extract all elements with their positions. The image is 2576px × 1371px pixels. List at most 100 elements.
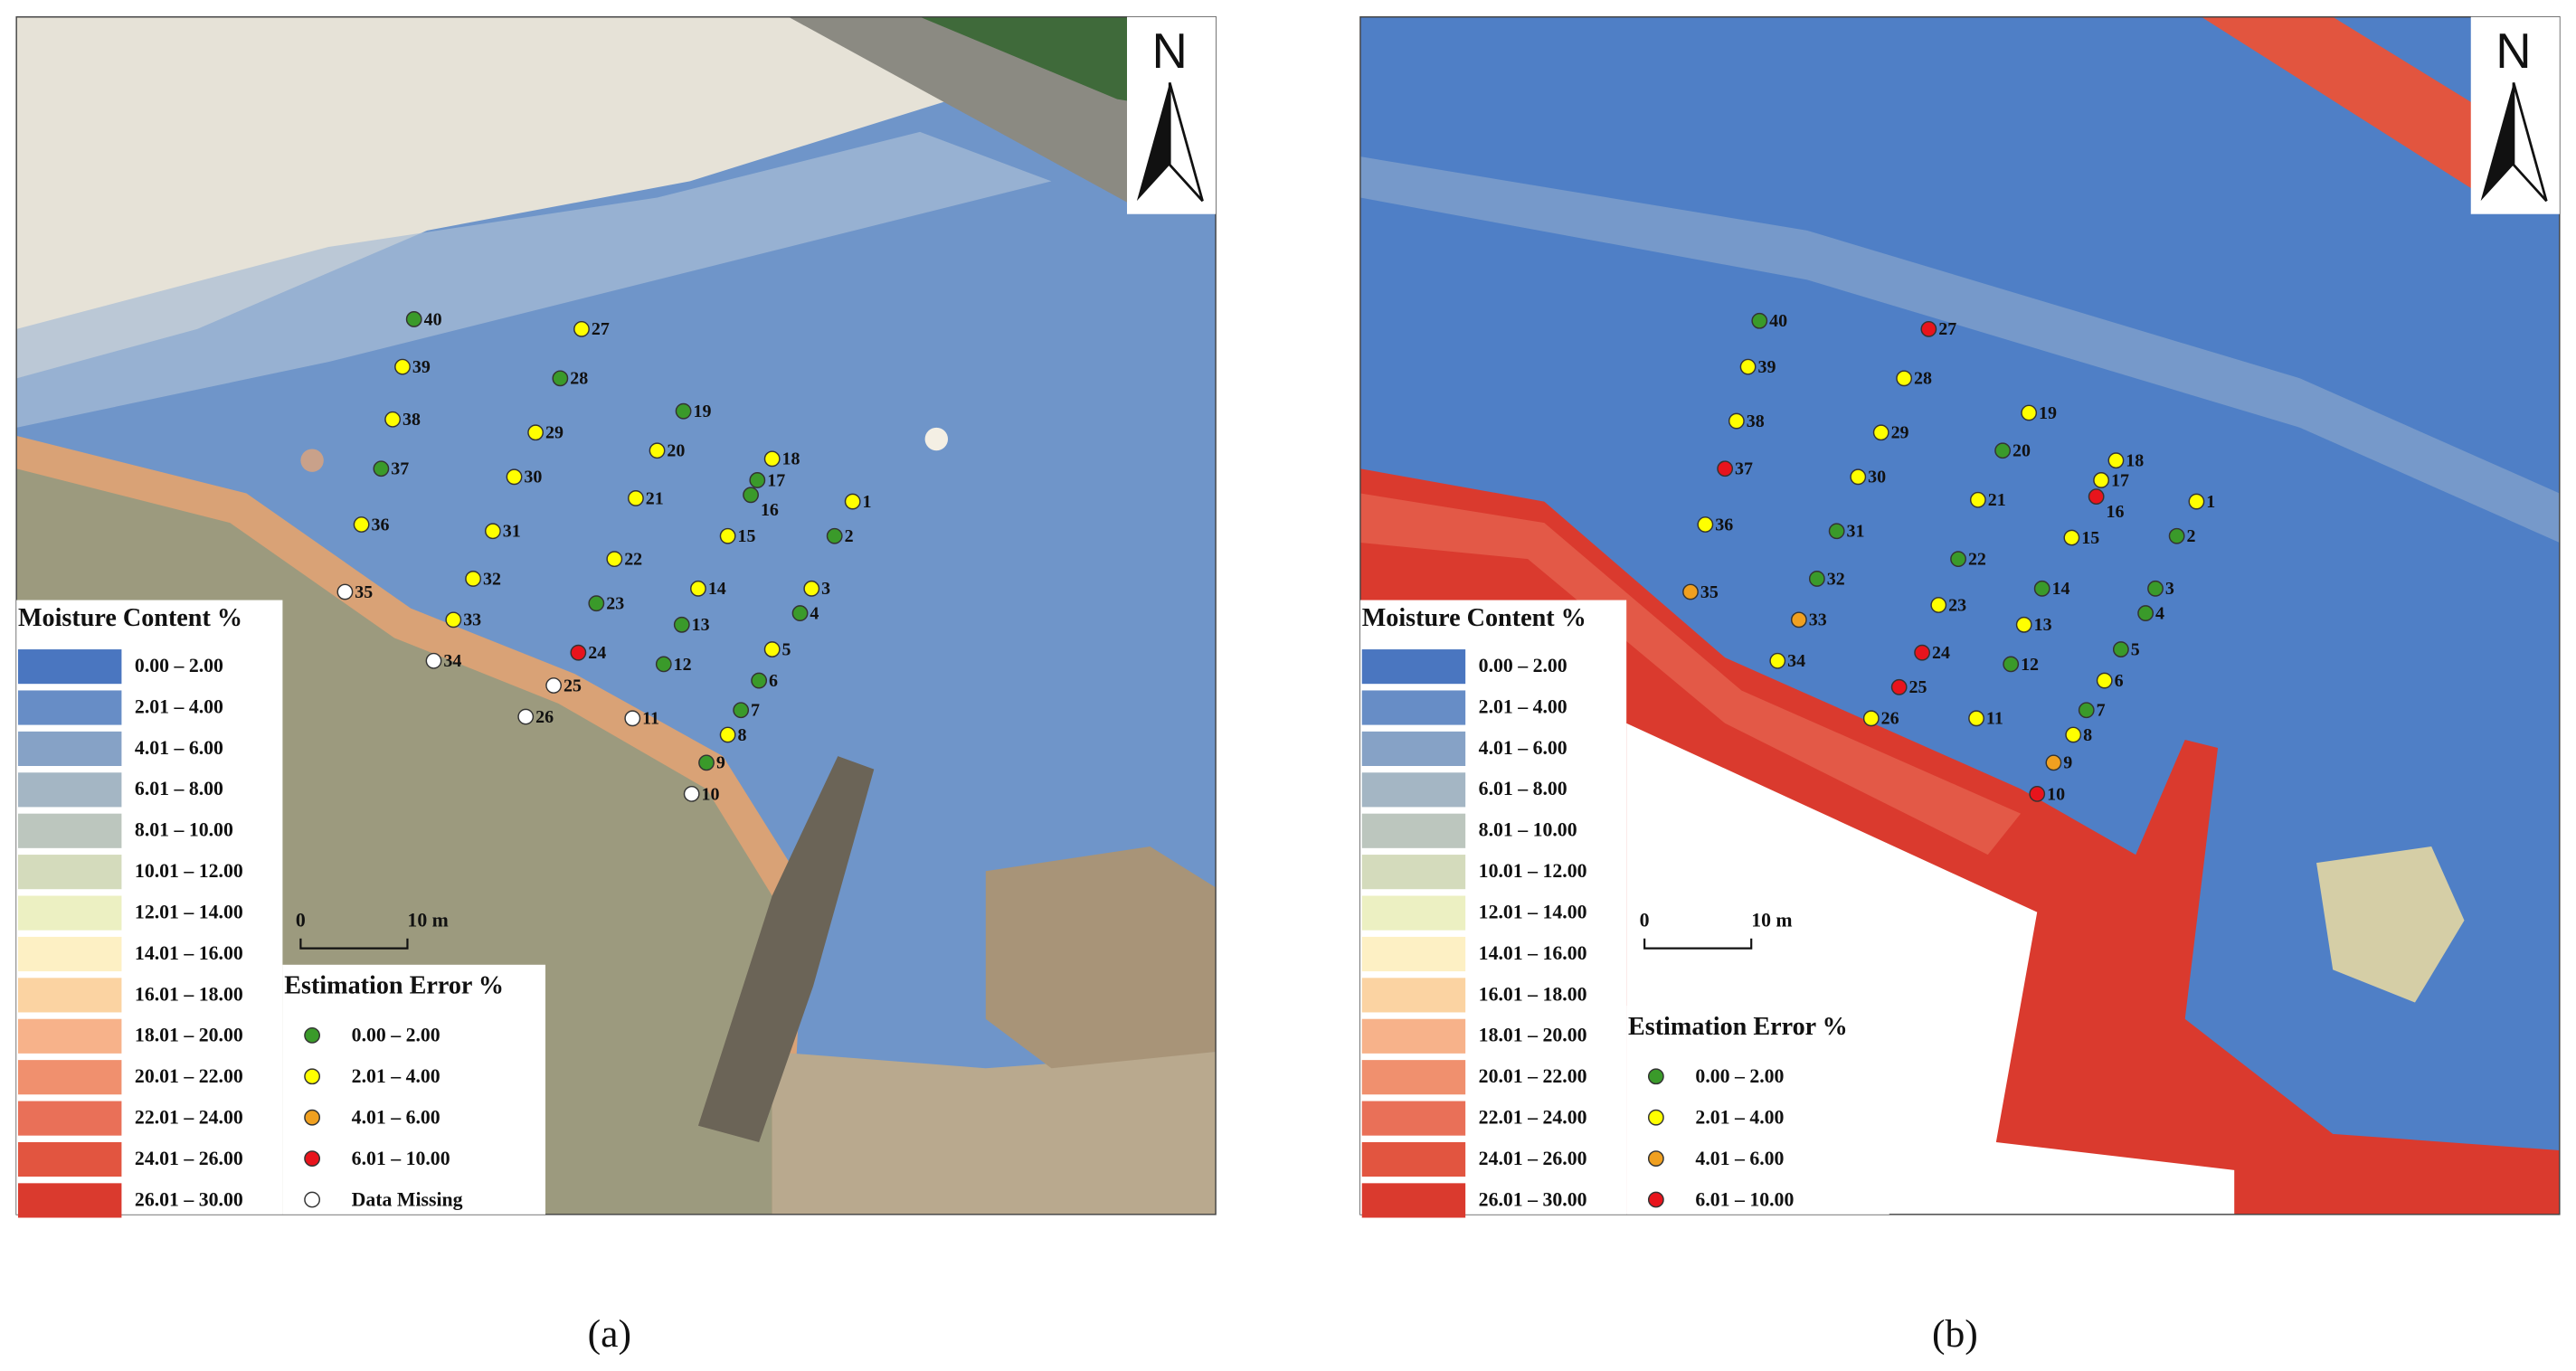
error-legend [1626,1006,1889,1215]
error-class-label: Data Missing [352,1188,463,1210]
sample-label: 24 [588,643,606,663]
sample-point [673,616,690,633]
sample-label: 14 [2052,579,2070,599]
sample-label: 16 [2107,502,2125,522]
sample-label: 6 [2115,671,2124,691]
sample-point [803,580,820,597]
sample-point [2096,672,2113,689]
sample-label: 13 [2034,615,2052,635]
sample-label: 40 [424,309,442,329]
moisture-class-label: 2.01 – 4.00 [135,695,223,717]
sample-label: 23 [606,594,624,614]
moisture-class-label: 8.01 – 10.00 [1479,819,1577,841]
sample-point [517,708,535,725]
sample-label: 39 [412,357,431,377]
moisture-class-label: 26.01 – 30.00 [135,1188,243,1210]
moisture-class-label: 8.01 – 10.00 [135,819,233,841]
sample-point [698,754,715,771]
sample-label: 18 [782,449,800,469]
moisture-swatch [17,649,122,685]
moisture-class-label: 6.01 – 8.00 [1479,778,1567,799]
sample-point [425,652,442,669]
moisture-class-label: 20.01 – 22.00 [135,1065,243,1087]
moisture-swatch [1361,936,1466,972]
sample-label: 34 [1787,651,1805,671]
sample-label: 8 [2083,725,2092,745]
sample-label: 12 [674,655,692,675]
sample-point [1862,710,1880,727]
sample-label: 16 [761,500,779,520]
moisture-class-label: 0.00 – 2.00 [1479,655,1567,676]
sample-point [506,468,523,486]
scale-bar [1643,938,1753,950]
error-legend [282,964,546,1215]
moisture-swatch [17,1101,122,1136]
sample-label: 6 [769,671,778,691]
sample-label: 38 [1747,411,1765,431]
sample-point [1969,491,1986,508]
sample-label: 15 [2081,528,2099,548]
sample-label: 22 [624,550,642,570]
sample-point [655,656,672,673]
error-class-label: 6.01 – 10.00 [352,1148,450,1169]
sample-label: 15 [738,526,756,546]
sample-label: 35 [1700,582,1719,602]
moisture-class-label: 2.01 – 4.00 [1479,695,1567,717]
moisture-swatch [1361,813,1466,848]
lower-sand [772,1052,1217,1215]
sample-label: 32 [483,569,501,589]
target-b [300,449,324,472]
north-arrow-left [1136,82,1170,202]
damp-patch [2316,846,2465,1003]
sample-point [2063,529,2080,546]
sample-label: 18 [2126,451,2144,471]
sand-patch [985,846,1217,1069]
sample-label: 12 [2021,655,2039,675]
sample-point [527,424,545,441]
sample-point [1717,460,1734,477]
sample-label: 36 [1715,515,1733,534]
moisture-swatch [1361,1018,1466,1054]
moisture-class-label: 18.01 – 20.00 [135,1025,243,1046]
sample-label: 22 [1968,550,1986,570]
moisture-swatch [17,936,122,972]
sample-label: 30 [1868,468,1886,487]
sample-label: 3 [821,579,830,599]
sample-point [2137,605,2155,621]
north-arrow-right [1168,82,1204,203]
sample-point [826,527,843,544]
sample-point [2112,641,2129,657]
sample-point [545,677,563,694]
sample-point [405,311,422,327]
error-class-label: 4.01 – 6.00 [1695,1148,1784,1169]
sample-label: 27 [1938,319,1956,339]
moisture-swatch [1361,1141,1466,1177]
error-class-label: 2.01 – 4.00 [352,1065,440,1087]
sample-label: 38 [402,410,421,430]
sample-point [606,551,623,568]
panel-caption: (a) [588,1312,631,1356]
moisture-class-label: 20.01 – 22.00 [1479,1065,1587,1087]
sample-point [690,580,706,597]
error-swatch [1647,1068,1664,1085]
road-strip [2201,16,2560,212]
moisture-swatch [1361,978,1466,1013]
moisture-class-label: 4.01 – 6.00 [135,737,223,759]
sample-point [394,358,411,375]
sample-label: 10 [702,784,720,804]
north-label: N [2496,24,2531,79]
sample-label: 1 [863,492,872,512]
sample-point [743,487,759,504]
moisture-swatch [17,772,122,808]
error-swatch [304,1109,321,1126]
transition [1359,493,2022,856]
sample-point [624,710,641,727]
sample-point [384,411,402,428]
error-legend-title: Estimation Error % [284,972,504,1000]
moisture-class-label: 18.01 – 20.00 [1479,1025,1587,1046]
sample-point [1808,571,1825,587]
moisture-swatch [1361,855,1466,890]
sample-point [2003,656,2020,673]
